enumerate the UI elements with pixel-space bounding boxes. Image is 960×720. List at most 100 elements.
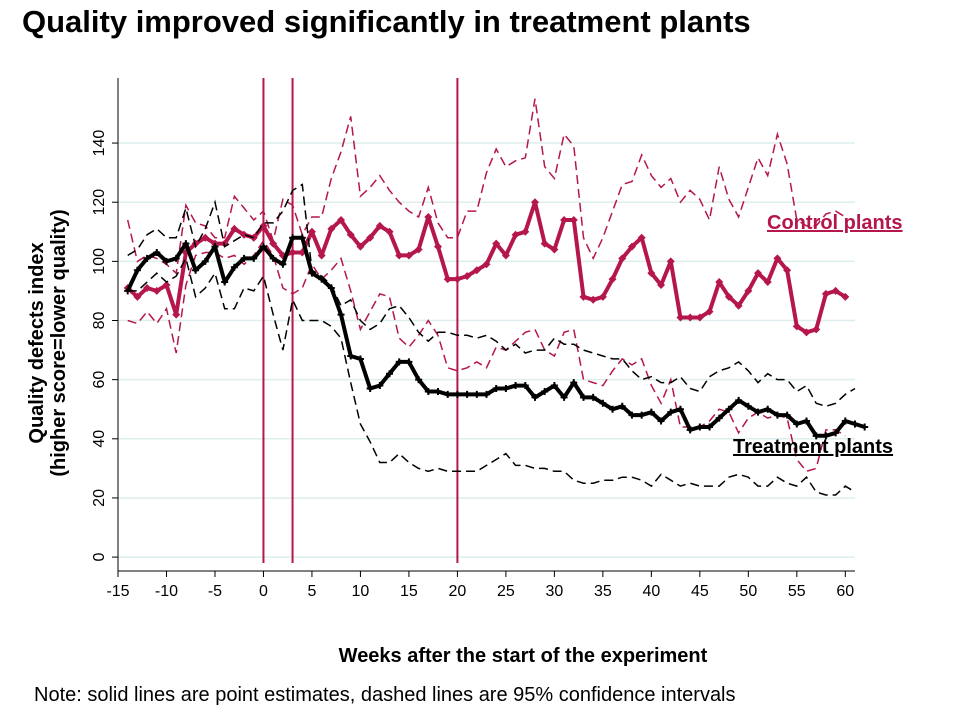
- data-point-control: [492, 239, 501, 248]
- y-axis-label-line2: (higher score=lower quality): [48, 209, 70, 477]
- data-point-treatment: [453, 390, 461, 398]
- data-point-control: [773, 254, 782, 263]
- y-tick-label: 40: [91, 430, 108, 448]
- x-tick-label: -10: [155, 583, 178, 600]
- data-point-treatment: [444, 390, 452, 398]
- data-point-treatment: [366, 385, 374, 393]
- x-tick-label: 20: [449, 583, 467, 600]
- data-point-treatment: [599, 399, 607, 407]
- data-point-treatment: [201, 257, 209, 265]
- x-tick-label: -5: [208, 583, 222, 600]
- axes: 0 20 40 60 80 100 120 140 -15 -10 -5 0 5 10 15 20 25 30 35…: [91, 78, 855, 600]
- data-point-treatment: [676, 405, 684, 413]
- data-point-control: [550, 245, 559, 254]
- data-point-control: [754, 269, 763, 278]
- x-tick-label: 35: [594, 583, 612, 600]
- data-point-control: [230, 224, 239, 233]
- data-point-treatment: [706, 423, 714, 431]
- data-point-control: [676, 313, 685, 322]
- data-point-control: [666, 257, 675, 266]
- data-point-control: [385, 227, 394, 236]
- x-tick-label: 10: [352, 583, 370, 600]
- data-point-control: [812, 325, 821, 334]
- data-point-control: [501, 251, 510, 260]
- data-point-treatment: [764, 405, 772, 413]
- data-point-control: [821, 289, 830, 298]
- data-point-treatment: [696, 423, 704, 431]
- vertical-reference-lines: [262, 78, 459, 563]
- x-tick-label: 50: [739, 583, 757, 600]
- data-point-control: [327, 224, 336, 233]
- data-point-treatment: [803, 417, 811, 425]
- data-point-control: [744, 286, 753, 295]
- y-tick-label: 80: [91, 312, 108, 330]
- data-point-control: [395, 251, 404, 260]
- data-point-treatment: [230, 263, 238, 271]
- data-point-treatment: [773, 411, 781, 419]
- data-point-control: [259, 221, 268, 230]
- x-tick-label: 55: [788, 583, 806, 600]
- data-point-treatment: [715, 414, 723, 422]
- data-point-control: [589, 295, 598, 304]
- data-point-treatment: [832, 429, 840, 437]
- data-point-treatment: [424, 387, 432, 395]
- data-point-treatment: [628, 411, 636, 419]
- x-tick-label: 30: [545, 583, 563, 600]
- data-point-treatment: [841, 417, 849, 425]
- y-tick-label: 20: [91, 489, 108, 507]
- data-point-control: [346, 230, 355, 239]
- data-point-control: [453, 275, 462, 284]
- data-point-treatment: [735, 396, 743, 404]
- data-point-control: [792, 322, 801, 331]
- data-point-control: [802, 328, 811, 337]
- chart-note: Note: solid lines are point estimates, d…: [34, 684, 736, 706]
- data-point-treatment: [153, 248, 161, 256]
- data-point-control: [152, 286, 161, 295]
- data-point-treatment: [143, 254, 151, 262]
- data-point-treatment: [298, 234, 306, 242]
- data-point-control: [404, 251, 413, 260]
- x-tick-label: 60: [836, 583, 854, 600]
- data-point-treatment: [657, 417, 665, 425]
- data-point-control: [463, 272, 472, 281]
- data-point-control: [269, 239, 278, 248]
- data-point-treatment: [221, 278, 229, 286]
- data-point-treatment: [550, 382, 558, 390]
- data-point-treatment: [133, 266, 141, 274]
- data-point-treatment: [386, 370, 394, 378]
- chart-title: Quality improved significantly in treatm…: [22, 4, 751, 39]
- data-point-control: [618, 254, 627, 263]
- data-point-treatment: [376, 382, 384, 390]
- data-point-treatment: [754, 408, 762, 416]
- data-point-treatment: [250, 254, 258, 262]
- x-tick-label: 40: [642, 583, 660, 600]
- x-tick-label: 0: [259, 583, 268, 600]
- data-point-treatment: [492, 385, 500, 393]
- data-point-control: [734, 301, 743, 310]
- x-tick-label: -15: [106, 583, 129, 600]
- data-point-treatment: [686, 426, 694, 434]
- data-point-control: [172, 310, 181, 319]
- data-point-treatment: [434, 387, 442, 395]
- data-point-treatment: [182, 240, 190, 248]
- data-point-control: [783, 266, 792, 275]
- data-point-treatment: [289, 234, 297, 242]
- data-point-control: [317, 251, 326, 260]
- data-point-control: [569, 215, 578, 224]
- data-point-treatment: [783, 411, 791, 419]
- x-tick-label: 15: [400, 583, 418, 600]
- data-point-control: [647, 269, 656, 278]
- data-point-control: [307, 227, 316, 236]
- data-point-treatment: [725, 405, 733, 413]
- data-point-treatment: [812, 432, 820, 440]
- data-point-control: [715, 278, 724, 287]
- data-point-treatment: [560, 393, 568, 401]
- data-point-control: [657, 281, 666, 290]
- data-point-control: [143, 283, 152, 292]
- data-point-treatment: [211, 243, 219, 251]
- y-tick-label: 140: [91, 130, 108, 157]
- data-point-control: [240, 230, 249, 239]
- data-point-treatment: [463, 390, 471, 398]
- data-point-treatment: [356, 355, 364, 363]
- data-point-treatment: [579, 393, 587, 401]
